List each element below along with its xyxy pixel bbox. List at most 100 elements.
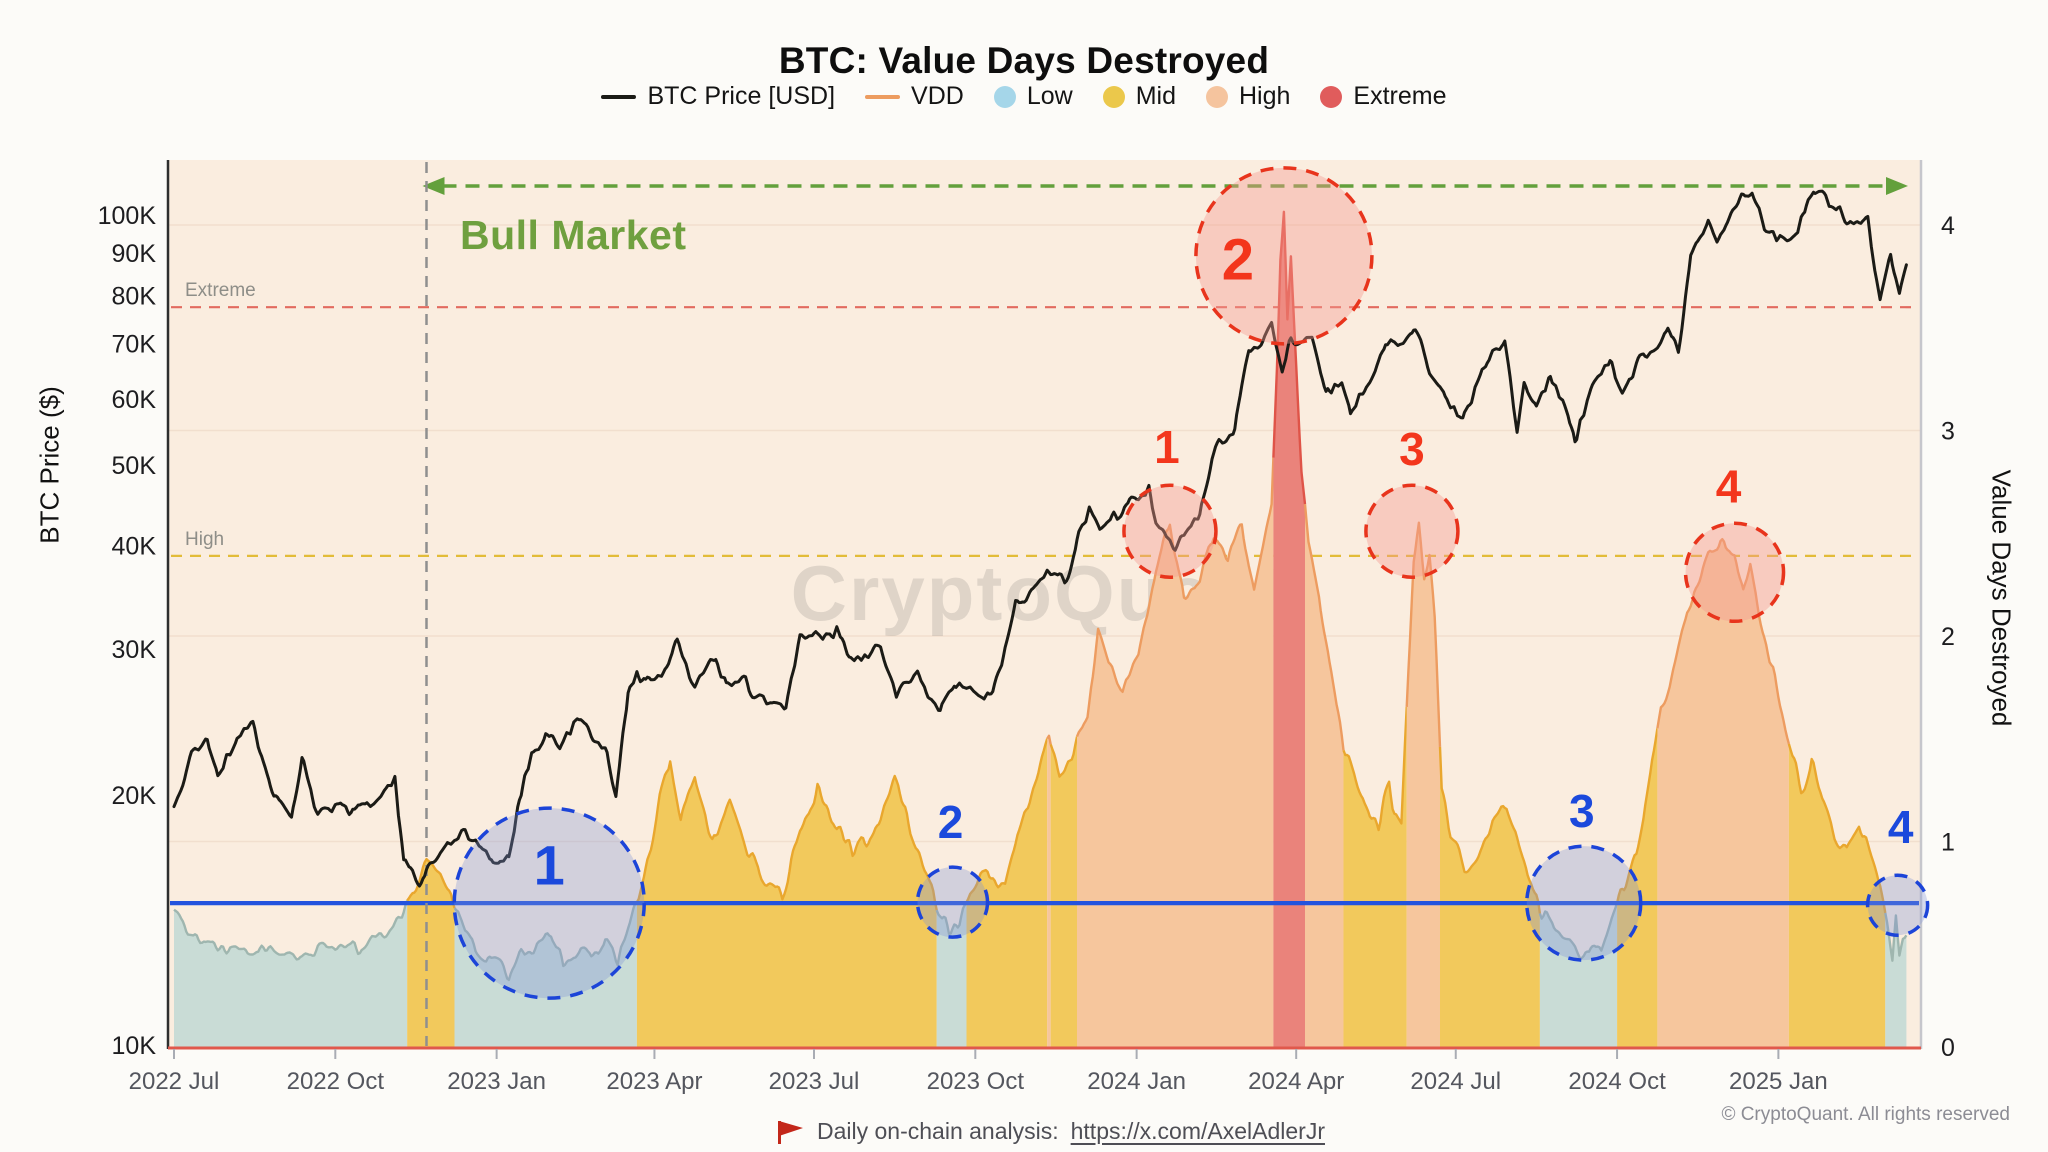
legend-label: Low	[1026, 82, 1073, 110]
vdd-outline-mid	[1438, 746, 1542, 914]
low-dot-swatch	[993, 85, 1016, 108]
vdd-peak-marker-number-4: 4	[1716, 460, 1742, 512]
btc-price-line-swatch	[601, 94, 637, 99]
vdd-peak-marker-circle-1	[1122, 483, 1218, 579]
legend-item-low: Low	[993, 82, 1073, 111]
left-axis-tick-label: 30K	[112, 636, 157, 664]
x-axis-tick-label: 2022 Jul	[129, 1068, 220, 1095]
vdd-area-extreme	[1273, 211, 1305, 1049]
vdd-outline-high	[1075, 457, 1275, 738]
left-axis-tick-label: 20K	[112, 782, 157, 810]
right-axis-tick-label: 3	[1941, 418, 1955, 446]
legend-label: BTC Price [USD]	[647, 82, 836, 110]
footer: Daily on-chain analysis: https://x.com/A…	[26, 1118, 2048, 1145]
x-axis-tick-label: 2024 Jul	[1410, 1068, 1501, 1095]
x-axis-tick-label: 2024 Oct	[1568, 1068, 1666, 1095]
vdd-line-swatch	[865, 94, 901, 99]
vdd-peak-marker-number-1: 1	[1154, 421, 1180, 473]
x-axis-tick-label: 2025 Jan	[1729, 1068, 1828, 1095]
vdd-area-mid	[1617, 728, 1658, 1048]
legend-item-vdd: VDD	[865, 82, 964, 111]
high-threshold-label: High	[185, 529, 224, 550]
legend-label: High	[1238, 82, 1291, 110]
vdd-area-high	[1406, 522, 1440, 1048]
vdd-outline-low	[935, 901, 968, 935]
arrow-right-head	[1886, 176, 1908, 195]
right-axis-tick-label: 2	[1941, 623, 1955, 651]
vdd-low-marker-circle-3	[1525, 844, 1643, 962]
left-axis-title: BTC Price ($)	[34, 386, 65, 544]
left-axis-tick-label: 80K	[112, 282, 157, 310]
footer-link[interactable]: https://x.com/AxelAdlerJr	[1070, 1118, 1325, 1144]
vdd-area	[173, 210, 1908, 1049]
left-axis-tick-label: 10K	[112, 1032, 157, 1060]
vdd-outline-mid	[1615, 728, 1659, 904]
vdd-area-high	[1657, 539, 1789, 1048]
vdd-low-marker-circle-2	[915, 865, 990, 939]
vdd-outline-low	[1538, 902, 1619, 960]
vdd-peak-marker-number-2: 2	[1222, 227, 1254, 292]
page-title: BTC: Value Days Destroyed	[778, 40, 1270, 81]
axes	[166, 160, 1923, 1059]
left-axis-tick-label: 60K	[112, 386, 157, 414]
vdd-area-mid	[1440, 746, 1540, 1048]
vdd-peak-marker-circle-2	[1194, 166, 1374, 346]
x-axis-tick-label: 2023 Apr	[606, 1068, 702, 1095]
vdd-low-marker-number-4: 4	[1888, 801, 1914, 853]
high-dot-swatch	[1205, 85, 1228, 108]
footer-text: Daily on-chain analysis:	[817, 1118, 1059, 1144]
left-axis-tick-label: 90K	[112, 240, 157, 268]
vdd-area-mid	[1050, 736, 1077, 1048]
bull-market-arrow	[422, 176, 1908, 195]
vdd-outline-high	[1303, 503, 1345, 751]
x-axis-tick-label: 2023 Oct	[927, 1068, 1025, 1095]
vdd-low-marker-number-2: 2	[938, 796, 964, 848]
vdd-low-marker-circle-4	[1865, 873, 1930, 937]
vdd-outline-low	[173, 900, 409, 961]
copyright-notice: © CryptoQuant. All rights reserved	[1721, 1104, 2010, 1125]
vdd-area-low	[454, 902, 637, 1048]
legend-item-high: High	[1205, 82, 1291, 111]
x-axis-tick-label: 2022 Oct	[287, 1068, 385, 1095]
legend-label: Extreme	[1353, 82, 1447, 110]
extreme-dot-swatch	[1320, 85, 1343, 108]
left-axis-tick-label: 50K	[112, 452, 157, 480]
legend: BTC Price [USD] VDD Low Mid High Extreme	[0, 82, 2048, 111]
vdd-low-marker-number-1: 1	[534, 834, 565, 897]
vdd-outline-mid	[1049, 736, 1079, 778]
vdd-outline-high	[1046, 734, 1052, 745]
vdd-outline-low	[453, 901, 638, 982]
vdd-area-mid	[1788, 743, 1886, 1048]
vdd-outline-mid	[1787, 743, 1887, 914]
vdd-area-low	[174, 900, 408, 1048]
red-flag-icon	[778, 1120, 803, 1144]
arrow-left-head	[422, 176, 445, 195]
right-axis-title: Value Days Destroyed	[1986, 469, 2017, 727]
extreme-threshold-label: Extreme	[185, 280, 256, 301]
vdd-outline-high	[1656, 538, 1791, 745]
legend-item-btc-price: BTC Price [USD]	[601, 82, 835, 111]
vdd-area-high	[1047, 735, 1051, 1048]
vdd-outline-mid	[965, 738, 1049, 903]
vdd-area-high	[1077, 457, 1274, 1049]
vdd-area-mid	[407, 859, 455, 1048]
btc-price-line	[172, 189, 1908, 888]
right-axis-tick-label: 4	[1941, 212, 1955, 240]
legend-item-mid: Mid	[1102, 82, 1176, 111]
vdd-peak-marker-number-3: 3	[1399, 423, 1425, 475]
x-axis-tick-label: 2024 Apr	[1248, 1068, 1344, 1095]
legend-label: Mid	[1135, 82, 1176, 110]
vdd-outline-mid	[1342, 706, 1408, 832]
vdd-area-high	[1305, 504, 1344, 1049]
x-axis-tick-label: 2023 Jul	[769, 1068, 860, 1095]
mid-dot-swatch	[1102, 85, 1125, 108]
vdd-outline-extreme	[1272, 210, 1307, 505]
vdd-area-low	[1539, 903, 1618, 1048]
vdd-area-low	[936, 902, 967, 1048]
legend-item-extreme: Extreme	[1320, 82, 1447, 111]
vdd-low-marker-circle-1	[452, 806, 646, 1000]
left-axis-tick-label: 100K	[98, 202, 157, 230]
vdd-peak-marker-circle-3	[1364, 483, 1460, 579]
vdd-outline-high	[1405, 521, 1442, 747]
left-axis-tick-label: 40K	[112, 532, 157, 560]
